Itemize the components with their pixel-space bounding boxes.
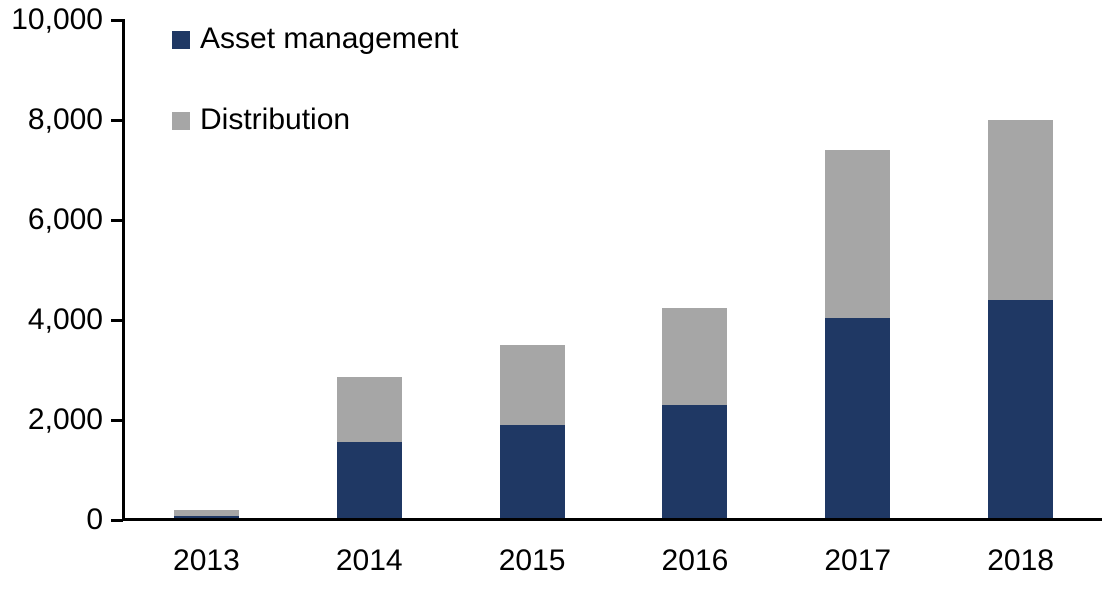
x-axis-line	[122, 518, 1102, 521]
y-axis-line	[122, 19, 125, 521]
x-tick-label-2015: 2015	[498, 544, 566, 577]
x-tick-label-2017: 2017	[824, 544, 892, 577]
y-tick-label-10-000: 10,000	[11, 3, 103, 36]
x-tick-label-2013: 2013	[173, 544, 240, 577]
bar-segment-distribution-2017	[825, 150, 891, 318]
y-tick-mark-8-000	[111, 118, 123, 122]
bar-segment-distribution-2015	[499, 345, 565, 425]
legend-swatch-asset-management	[172, 31, 190, 49]
y-tick-mark-0	[111, 518, 123, 522]
bar-segment-asset-management-2018	[988, 300, 1054, 520]
y-tick-label-2-000: 2,000	[27, 403, 103, 436]
y-tick-mark-4-000	[111, 318, 123, 322]
bar-segment-distribution-2013	[173, 510, 239, 516]
bar-segment-distribution-2018	[988, 120, 1054, 300]
x-tick-label-2014: 2014	[335, 544, 403, 577]
legend-label-asset-management: Asset management	[200, 22, 459, 55]
bar-segment-asset-management-2015	[499, 425, 565, 520]
legend-swatch-distribution	[172, 112, 190, 130]
y-tick-label-6-000: 6,000	[27, 203, 103, 236]
bar-segment-asset-management-2017	[825, 317, 891, 520]
bar-segment-asset-management-2013	[173, 515, 239, 520]
y-tick-mark-2-000	[111, 418, 123, 422]
bar-segment-distribution-2016	[662, 307, 728, 405]
legend-label-distribution: Distribution	[200, 103, 351, 136]
bar-segment-asset-management-2016	[662, 405, 728, 520]
bar-segment-distribution-2014	[336, 377, 402, 442]
chart-legend: Asset management Distribution	[172, 22, 459, 136]
bar-segment-asset-management-2014	[336, 442, 402, 520]
y-tick-label-8-000: 8,000	[27, 103, 103, 136]
y-tick-label-4-000: 4,000	[27, 303, 103, 336]
x-tick-label-2016: 2016	[661, 544, 729, 577]
legend-item-asset-management: Asset management	[172, 22, 459, 55]
legend-item-distribution: Distribution	[172, 103, 458, 136]
y-tick-label-0: 0	[86, 503, 103, 536]
y-tick-mark-6-000	[111, 218, 123, 222]
y-tick-mark-10-000	[111, 18, 123, 22]
x-tick-label-2018: 2018	[987, 544, 1054, 577]
